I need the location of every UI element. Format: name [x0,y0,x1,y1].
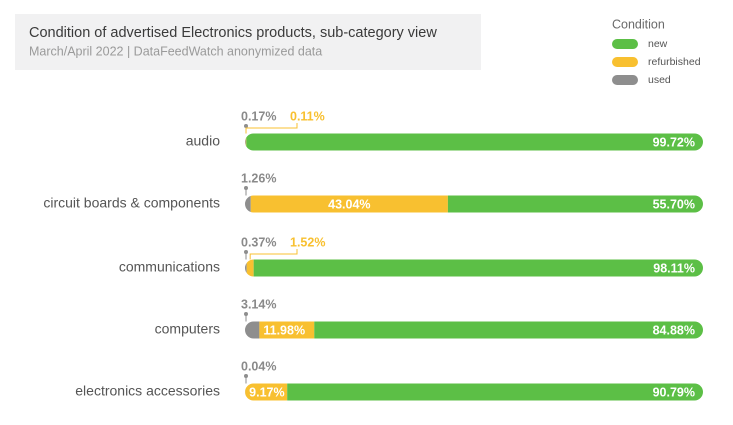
category-label: electronics accessories [75,383,220,399]
bar-segment [245,321,260,339]
leader-dot [244,250,248,254]
bar-segment [253,259,703,277]
value-label: 1.26% [241,171,276,185]
bar-segment [287,383,703,401]
chart-subtitle: March/April 2022 | DataFeedWatch anonymi… [29,44,322,58]
bar-segment [447,195,703,213]
bar-segment [246,259,254,277]
bar-segment [246,133,703,151]
bar-segment [245,383,288,401]
legend-swatch [612,39,638,49]
title-box [15,14,481,70]
bar-segment [245,133,246,151]
leader-line [245,123,298,134]
bar-segment [245,195,251,213]
chart-title: Condition of advertised Electronics prod… [29,25,437,41]
leader-dot [244,186,248,190]
value-label: 0.17% [241,109,276,123]
value-label: 0.04% [241,359,276,373]
value-label: 99.72% [653,135,695,149]
legend-title: Condition [612,17,665,31]
category-label: communications [119,259,220,275]
value-label: 1.52% [290,235,325,249]
leader-line [249,249,298,260]
bar-segment [314,321,703,339]
value-label: 0.11% [290,109,325,123]
value-label: 98.11% [653,261,695,275]
value-label: 55.70% [653,197,695,211]
bar-segment [245,259,247,277]
value-label: 0.37% [241,235,276,249]
value-label: 9.17% [249,385,284,399]
legend-swatch [612,75,638,85]
value-label: 3.14% [241,297,276,311]
leader-dot [244,124,248,128]
legend-label: new [648,38,668,50]
bar-segment [250,195,448,213]
value-label: 43.04% [328,197,370,211]
category-label: audio [186,133,220,149]
leader-dot [244,312,248,316]
leader-dot [244,374,248,378]
bar-segment [245,133,247,151]
bar-segment [259,321,315,339]
legend-label: used [648,74,671,86]
value-label: 84.88% [653,323,695,337]
category-label: computers [155,321,220,337]
value-label: 11.98% [263,323,305,337]
legend-swatch [612,57,638,67]
category-label: circuit boards & components [43,195,220,211]
legend-label: refurbished [648,56,701,68]
value-label: 90.79% [653,385,695,399]
